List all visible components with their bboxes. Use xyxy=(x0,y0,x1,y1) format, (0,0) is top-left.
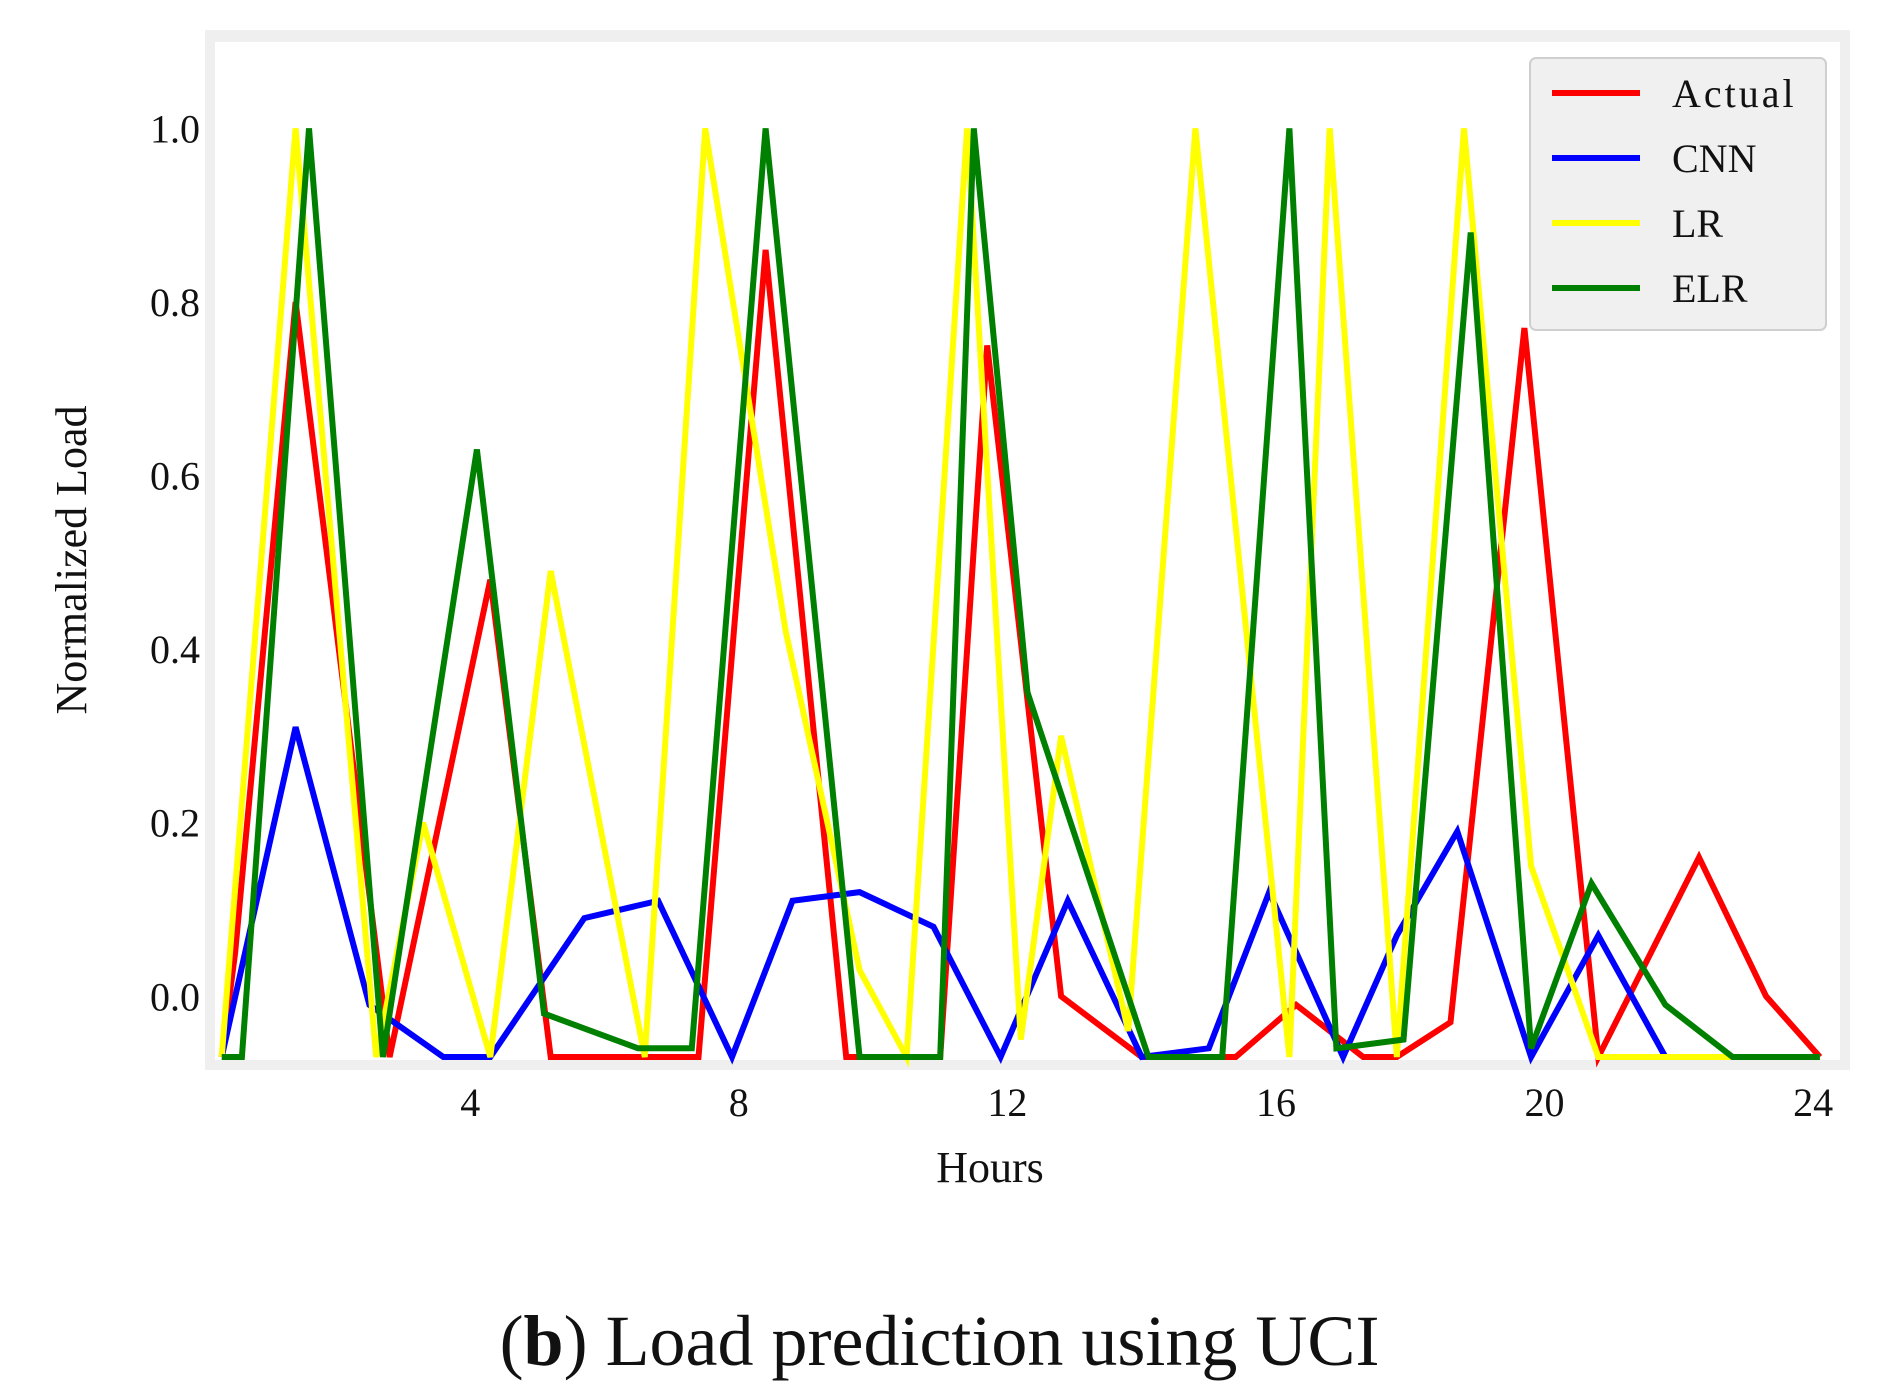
y-tick-label: 1.0 xyxy=(150,106,200,151)
x-axis-title: Hours xyxy=(936,1143,1044,1192)
y-tick-label: 0.0 xyxy=(150,974,200,1019)
y-tick-label: 0.8 xyxy=(150,280,200,325)
x-tick-label: 4 xyxy=(460,1080,480,1125)
legend-label-actual: Actual xyxy=(1672,71,1797,116)
x-tick-label: 20 xyxy=(1525,1080,1565,1125)
legend: Actual CNN LR ELR xyxy=(1529,57,1827,331)
legend-label-cnn: CNN xyxy=(1672,136,1756,181)
y-axis-title: Normalized Load xyxy=(47,405,96,714)
x-tick-label: 16 xyxy=(1256,1080,1296,1125)
x-tick-label: 8 xyxy=(729,1080,749,1125)
legend-box xyxy=(1529,57,1827,331)
x-tick-label: 12 xyxy=(987,1080,1027,1125)
y-tick-label: 0.6 xyxy=(150,454,200,499)
series-line-lr xyxy=(218,127,1820,1068)
series-line-elr xyxy=(221,128,1820,1060)
y-tick-label: 0.2 xyxy=(150,801,200,846)
series-line-actual xyxy=(218,249,1823,1068)
x-tick-labels: 4 8 12 16 20 24 xyxy=(460,1080,1833,1125)
legend-label-lr: LR xyxy=(1672,201,1723,246)
caption-label: b xyxy=(523,1301,564,1381)
series-layer xyxy=(218,127,1823,1068)
y-tick-label: 0.4 xyxy=(150,627,200,672)
caption-text: ) Load prediction using UCI xyxy=(563,1301,1380,1381)
series-line-cnn xyxy=(218,726,1820,1065)
caption-open-paren: ( xyxy=(499,1301,524,1381)
x-tick-label: 24 xyxy=(1793,1080,1833,1125)
figure-caption: (b) Load prediction using UCI xyxy=(0,1300,1879,1383)
y-tick-labels: 0.0 0.2 0.4 0.6 0.8 1.0 xyxy=(150,106,200,1019)
legend-label-elr: ELR xyxy=(1672,266,1748,311)
